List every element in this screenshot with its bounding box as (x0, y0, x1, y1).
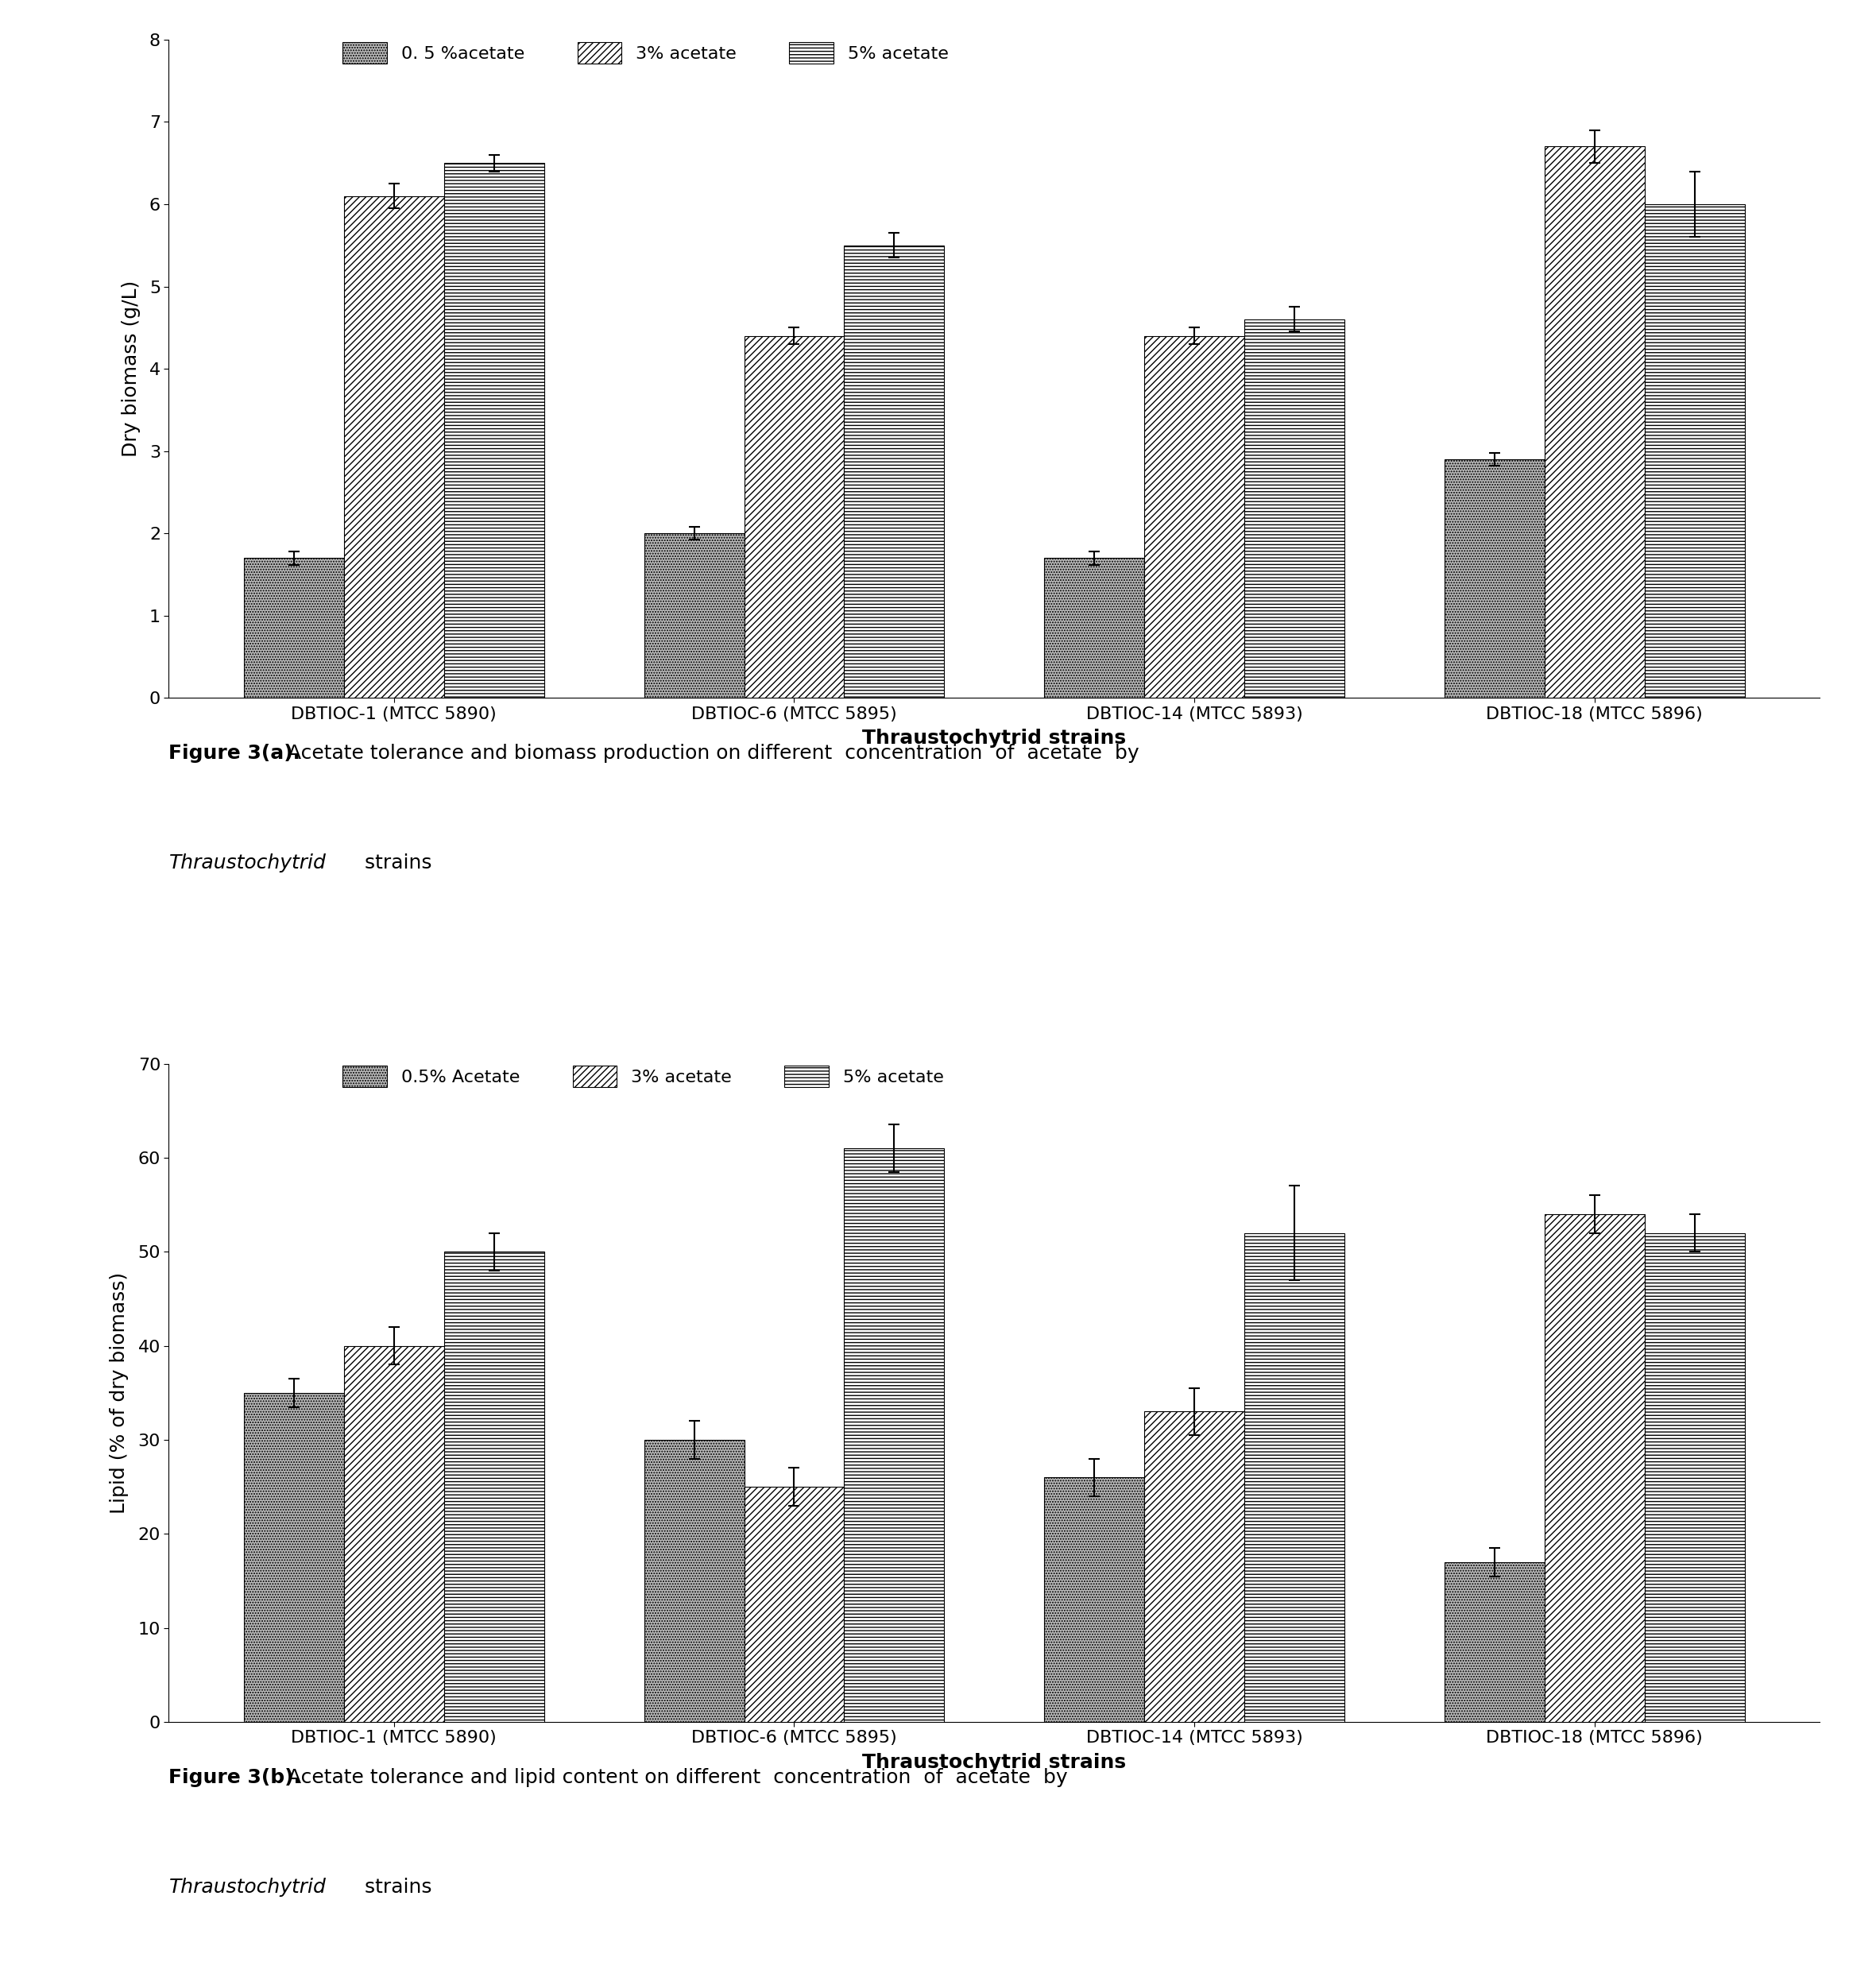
Bar (1244, 1232, 1345, 1721)
Bar (643, 533, 745, 697)
Bar (1144, 337, 1244, 697)
X-axis label: Thraustochytrid strains: Thraustochytrid strains (863, 729, 1126, 747)
Bar (244, 559, 343, 697)
Legend: 0. 5 %acetate, 3% acetate, 5% acetate: 0. 5 %acetate, 3% acetate, 5% acetate (343, 42, 949, 63)
Bar (445, 1252, 544, 1721)
Bar (244, 1393, 343, 1721)
Bar (1645, 1232, 1745, 1721)
Bar (1645, 204, 1745, 697)
X-axis label: Thraustochytrid strains: Thraustochytrid strains (863, 1753, 1126, 1771)
Bar (1544, 147, 1645, 697)
Bar (1045, 1478, 1144, 1721)
Bar (745, 1488, 844, 1721)
Bar (643, 1440, 745, 1721)
Text: strains: strains (358, 854, 431, 872)
Bar (343, 1345, 445, 1721)
Text: strains: strains (358, 1878, 431, 1896)
Text: Figure 3(a).: Figure 3(a). (169, 743, 300, 763)
Bar (1244, 319, 1345, 697)
Bar (1445, 460, 1544, 697)
Text: Thraustochytrid: Thraustochytrid (169, 1878, 326, 1896)
Bar (1045, 559, 1144, 697)
Text: Figure 3(b).: Figure 3(b). (169, 1767, 302, 1787)
Legend: 0.5% Acetate, 3% acetate, 5% acetate: 0.5% Acetate, 3% acetate, 5% acetate (343, 1066, 944, 1088)
Bar (1544, 1214, 1645, 1721)
Bar (844, 246, 944, 697)
Text: Acetate tolerance and lipid content on different  concentration  of  acetate  by: Acetate tolerance and lipid content on d… (281, 1767, 1067, 1787)
Bar (343, 196, 445, 697)
Text: Thraustochytrid: Thraustochytrid (169, 854, 326, 872)
Bar (844, 1149, 944, 1721)
Bar (1445, 1563, 1544, 1721)
Y-axis label: Lipid (% of dry biomass): Lipid (% of dry biomass) (111, 1272, 129, 1513)
Text: Acetate tolerance and biomass production on different  concentration  of  acetat: Acetate tolerance and biomass production… (281, 743, 1139, 763)
Bar (745, 337, 844, 697)
Bar (445, 162, 544, 697)
Bar (1144, 1412, 1244, 1721)
Y-axis label: Dry biomass (g/L): Dry biomass (g/L) (122, 281, 141, 458)
